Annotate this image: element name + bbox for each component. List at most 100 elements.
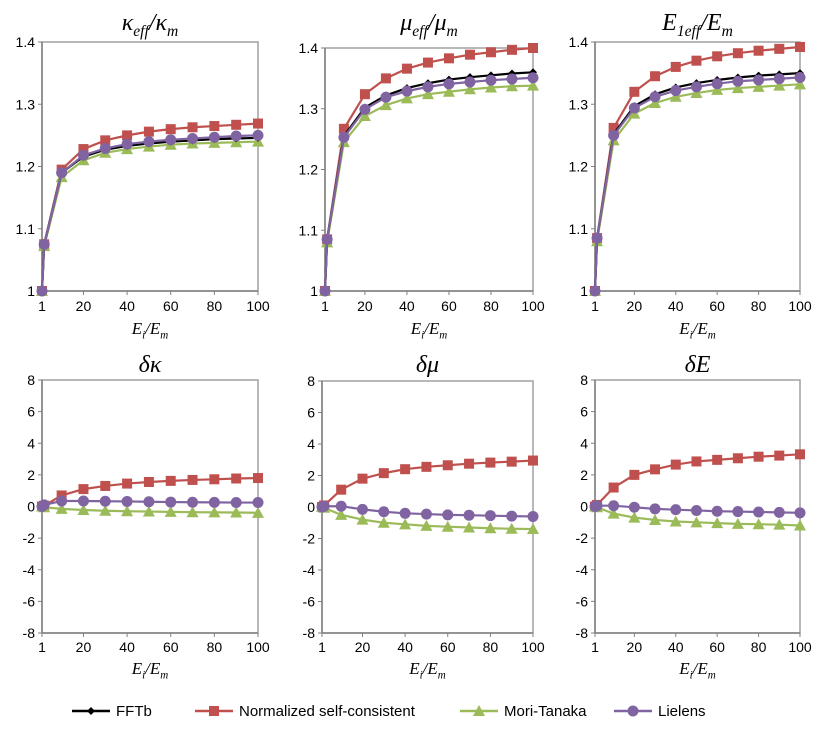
text-part: /: [426, 10, 437, 36]
x-tick-label: 100: [246, 639, 270, 655]
data-point: [253, 473, 263, 484]
data-point: [711, 505, 723, 517]
data-point: [629, 469, 640, 480]
data-point: [122, 130, 133, 141]
data-point: [528, 43, 538, 53]
series-line: [593, 83, 801, 292]
data-point: [77, 503, 90, 515]
data-point: [608, 482, 619, 493]
data-point: [506, 456, 517, 467]
data-point: [380, 91, 392, 103]
data-point: [464, 458, 475, 469]
data-point: [690, 516, 703, 528]
subplot-title: κeff/κm: [122, 10, 179, 40]
data-point: [506, 510, 518, 522]
data-point: [121, 505, 134, 517]
x-tick-label: 100: [788, 298, 812, 314]
y-tick-label: -8: [23, 625, 36, 641]
data-point: [795, 41, 805, 52]
x-tick-label: 100: [521, 298, 545, 314]
data-point: [774, 450, 785, 461]
x-tick-label: 40: [668, 639, 684, 655]
data-point: [732, 75, 744, 87]
y-tick-label: -2: [23, 530, 36, 546]
data-point: [231, 119, 242, 130]
data-point: [690, 504, 702, 516]
legend-item: Lielens: [614, 703, 706, 720]
data-point: [99, 495, 111, 507]
series-normalized-self-consistent: [590, 449, 805, 512]
text-part: δκ: [139, 352, 162, 378]
data-point: [400, 464, 411, 475]
y-tick-label: 8: [580, 372, 588, 388]
x-tick-label: 20: [76, 298, 92, 314]
legend-item: Normalized self-consistent: [195, 703, 416, 720]
subscript: i: [142, 669, 145, 681]
data-point: [753, 451, 764, 462]
data-point: [731, 517, 744, 529]
subplot-title: δμ: [416, 352, 439, 378]
subscript: i: [690, 329, 693, 341]
x-axis-label: Ei/Em: [410, 319, 448, 341]
x-tick-label: 80: [483, 298, 499, 314]
data-point: [321, 233, 333, 245]
y-tick-label: 1.1: [16, 221, 36, 237]
series-line: [323, 84, 534, 292]
data-point: [650, 71, 661, 82]
x-tick-label: 40: [668, 298, 684, 314]
data-point: [527, 523, 539, 535]
data-point: [753, 74, 765, 86]
y-tick-label: 1.3: [299, 101, 319, 117]
data-point: [187, 474, 198, 485]
y-tick-label: 1: [310, 283, 318, 299]
data-point: [794, 519, 806, 531]
y-tick-label: 6: [27, 404, 35, 420]
x-tick-label: 1: [38, 298, 46, 314]
x-tick-label: 20: [627, 298, 643, 314]
y-tick-label: 0: [580, 499, 588, 515]
data-point: [731, 82, 744, 94]
data-point: [794, 507, 806, 519]
y-tick-label: -4: [576, 562, 589, 578]
data-point: [712, 454, 723, 465]
series-line: [321, 505, 534, 531]
data-point: [505, 80, 518, 92]
text-part: δμ: [416, 352, 439, 378]
x-tick-label: 1: [591, 639, 599, 655]
text-part: E: [696, 319, 708, 338]
text-part: /: [698, 10, 709, 36]
x-tick-label: 20: [357, 298, 373, 314]
text-part: /: [692, 319, 700, 338]
data-point: [422, 57, 433, 68]
series-fftb: [321, 68, 537, 295]
data-point: [752, 518, 765, 530]
y-tick-label: 6: [580, 404, 588, 420]
x-tick-label: 20: [76, 639, 92, 655]
y-tick-label: 1.4: [569, 34, 589, 50]
data-point: [36, 285, 48, 297]
data-point: [122, 478, 133, 489]
subplot-title: δκ: [139, 352, 162, 378]
data-point: [441, 520, 454, 532]
x-axis-label: Ei/Em: [678, 319, 716, 341]
x-tick-label: 80: [751, 639, 767, 655]
text-part: E: [678, 659, 690, 678]
x-axis-label: Ei/Em: [131, 319, 169, 341]
y-tick-label: 0: [27, 499, 35, 515]
data-point: [753, 45, 764, 56]
subscript: m: [708, 669, 716, 681]
data-point: [773, 506, 785, 518]
text-part: E: [661, 10, 677, 36]
data-point: [356, 503, 368, 515]
data-point: [670, 85, 682, 97]
series-line: [593, 76, 801, 292]
data-point: [55, 502, 68, 514]
x-tick-label: 80: [207, 298, 223, 314]
data-point: [336, 484, 347, 495]
text-part: E: [410, 319, 422, 338]
subscript: eff: [412, 23, 430, 40]
data-point: [691, 456, 702, 467]
y-tick-label: -2: [303, 531, 316, 547]
